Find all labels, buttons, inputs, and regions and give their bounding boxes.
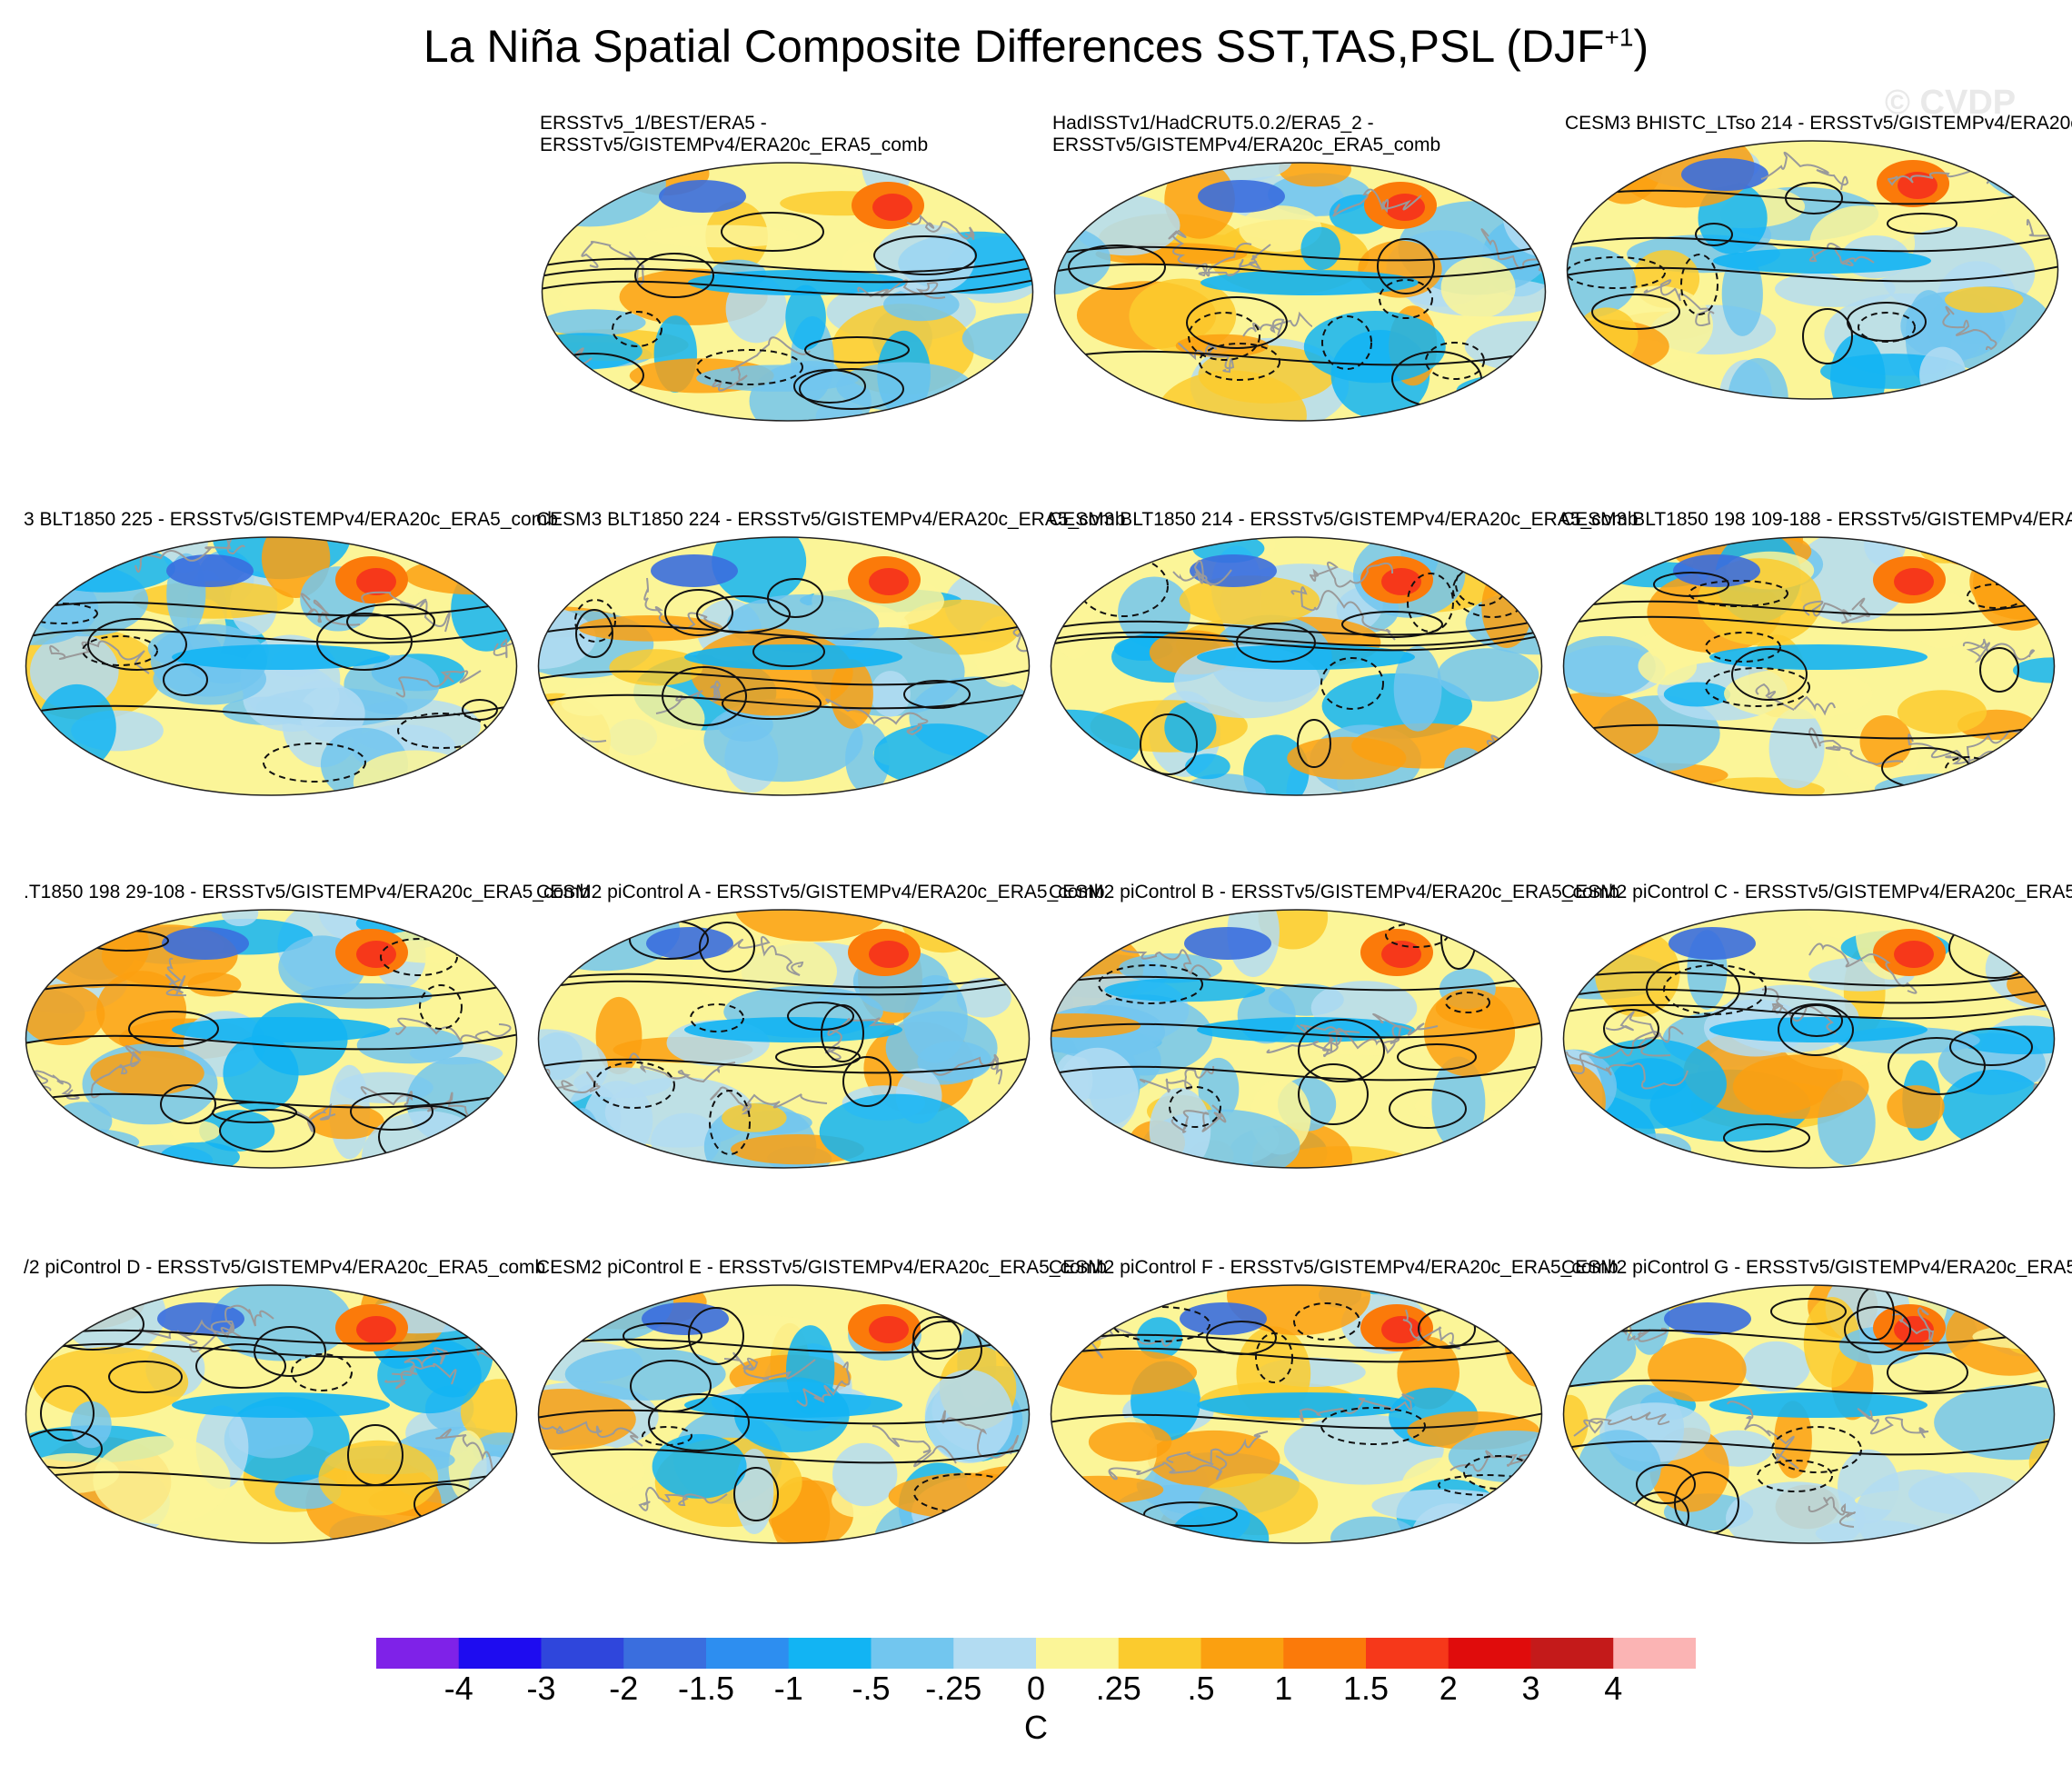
figure-title: La Niña Spatial Composite Differences SS…: [423, 21, 1649, 72]
robinson-map: [24, 534, 519, 803]
robinson-map: [536, 1282, 1031, 1551]
robinson-map: [1561, 534, 2057, 803]
map-panel: /2 piControl D - ERSSTv5/GISTEMPv4/ERA20…: [24, 1257, 546, 1571]
cvdp-watermark: © CVDP: [1885, 84, 2017, 122]
map-panel: CESM2 piControl C - ERSSTv5/GISTEMPv4/ER…: [1561, 882, 2072, 1195]
panel-title: CESM2 piControl G - ERSSTv5/GISTEMPv4/ER…: [1561, 1257, 2072, 1302]
colorbar-tick-label: -3: [526, 1670, 556, 1707]
robinson-map: [24, 907, 519, 1175]
panel-title: CESM3 BLT1850 214 - ERSSTv5/GISTEMPv4/ER…: [1049, 509, 1639, 554]
panel-title-line: CESM3 BLT1850 198 109-188 - ERSSTv5/GIST…: [1561, 509, 2072, 530]
panel-title: CESM2 piControl A - ERSSTv5/GISTEMPv4/ER…: [536, 882, 1105, 927]
panel-title-line: CESM2 piControl B - ERSSTv5/GISTEMPv4/ER…: [1049, 882, 1619, 902]
panel-title: CESM3 BLT1850 198 109-188 - ERSSTv5/GIST…: [1561, 509, 2072, 554]
robinson-map: [1561, 907, 2057, 1175]
colorbar-tick-label: -.5: [852, 1670, 891, 1707]
robinson-map: [1049, 1282, 1544, 1551]
map-panel: CESM2 piControl B - ERSSTv5/GISTEMPv4/ER…: [1049, 882, 1619, 1195]
robinson-map: [24, 1282, 519, 1551]
map-panel: .T1850 198 29-108 - ERSSTv5/GISTEMPv4/ER…: [24, 882, 591, 1195]
colorbar-swatch: [788, 1638, 872, 1669]
panel-title-line: CESM2 piControl G - ERSSTv5/GISTEMPv4/ER…: [1561, 1257, 2072, 1278]
colorbar-swatch: [1118, 1638, 1201, 1669]
panel-title-line: ERSSTv5/GISTEMPv4/ERA20c_ERA5_comb: [540, 135, 929, 155]
colorbar-swatch: [1366, 1638, 1449, 1669]
colorbar-swatch: [1200, 1638, 1284, 1669]
panel-title: CESM2 piControl C - ERSSTv5/GISTEMPv4/ER…: [1561, 882, 2072, 927]
map-panel: HadISSTv1/HadCRUT5.0.2/ERA5_2 - ERSSTv5/G…: [1052, 113, 1548, 426]
colorbar-tick-label: -1.5: [677, 1670, 735, 1707]
map-panel: CESM3 BHISTC_LTso 214 - ERSSTv5/GISTEMPv…: [1565, 113, 2072, 426]
map-panel: CESM2 piControl A - ERSSTv5/GISTEMPv4/ER…: [536, 882, 1105, 1195]
map-panel: CESM2 piControl F - ERSSTv5/GISTEMPv4/ER…: [1049, 1257, 1619, 1571]
robinson-map: [1565, 138, 2060, 406]
panel-title-line: 3 BLT1850 225 - ERSSTv5/GISTEMPv4/ERA20c…: [24, 509, 558, 530]
panel-title-line: HadISSTv1/HadCRUT5.0.2/ERA5_2 -: [1052, 113, 1374, 134]
colorbar-swatch: [541, 1638, 624, 1669]
colorbar-swatch: [706, 1638, 790, 1669]
robinson-map: [1049, 907, 1544, 1175]
colorbar-tick-label: .5: [1187, 1670, 1215, 1707]
colorbar-swatch: [458, 1638, 542, 1669]
robinson-map: [1561, 1282, 2057, 1551]
panel-title-line: CESM3 BHISTC_LTso 214 - ERSSTv5/GISTEMPv…: [1565, 113, 2072, 134]
panel-title: CESM2 piControl B - ERSSTv5/GISTEMPv4/ER…: [1049, 882, 1619, 927]
robinson-map: [540, 160, 1035, 428]
robinson-map: [1052, 160, 1548, 428]
panel-title: CESM2 piControl F - ERSSTv5/GISTEMPv4/ER…: [1049, 1257, 1619, 1302]
colorbar-tick-label: -.25: [925, 1670, 982, 1707]
colorbar-tick-label: 1.5: [1342, 1670, 1390, 1707]
panel-title-line: CESM2 piControl A - ERSSTv5/GISTEMPv4/ER…: [536, 882, 1105, 902]
panel-title: 3 BLT1850 225 - ERSSTv5/GISTEMPv4/ERA20c…: [24, 509, 558, 554]
colorbar-swatch: [376, 1638, 460, 1669]
colorbar-swatch: [1283, 1638, 1367, 1669]
panel-title-line: CESM3 BLT1850 214 - ERSSTv5/GISTEMPv4/ER…: [1049, 509, 1639, 530]
colorbar-swatch: [953, 1638, 1037, 1669]
colorbar-tick-label: 2: [1439, 1670, 1458, 1707]
colorbar-swatch: [871, 1638, 954, 1669]
panel-title-line: CESM3 BLT1850 224 - ERSSTv5/GISTEMPv4/ER…: [536, 509, 1126, 530]
map-panel: ERSSTv5_1/BEST/ERA5 - ERSSTv5/GISTEMPv4/E…: [540, 113, 1035, 426]
map-panel: CESM2 piControl E - ERSSTv5/GISTEMPv4/ER…: [536, 1257, 1107, 1571]
colorbar-tick-label: -1: [773, 1670, 803, 1707]
panel-title-line: ERSSTv5_1/BEST/ERA5 -: [540, 113, 767, 134]
panel-title: CESM3 BHISTC_LTso 214 - ERSSTv5/GISTEMPv…: [1565, 113, 2072, 158]
panel-title: CESM2 piControl E - ERSSTv5/GISTEMPv4/ER…: [536, 1257, 1107, 1302]
panel-title: ERSSTv5_1/BEST/ERA5 - ERSSTv5/GISTEMPv4/E…: [540, 113, 1035, 158]
robinson-map: [536, 534, 1031, 803]
robinson-map: [536, 907, 1031, 1175]
panel-title: /2 piControl D - ERSSTv5/GISTEMPv4/ERA20…: [24, 1257, 546, 1302]
colorbar: [376, 1638, 1696, 1669]
map-panel: CESM3 BLT1850 198 109-188 - ERSSTv5/GIST…: [1561, 509, 2072, 823]
colorbar-tick-label: 3: [1521, 1670, 1540, 1707]
map-panel: CESM2 piControl G - ERSSTv5/GISTEMPv4/ER…: [1561, 1257, 2072, 1571]
map-panel: CESM3 BLT1850 214 - ERSSTv5/GISTEMPv4/ER…: [1049, 509, 1639, 823]
panel-title-line: CESM2 piControl F - ERSSTv5/GISTEMPv4/ER…: [1049, 1257, 1619, 1278]
colorbar-tick-label: 1: [1274, 1670, 1293, 1707]
map-panel: CESM3 BLT1850 224 - ERSSTv5/GISTEMPv4/ER…: [536, 509, 1126, 823]
colorbar-swatch: [623, 1638, 707, 1669]
panel-title-line: .T1850 198 29-108 - ERSSTv5/GISTEMPv4/ER…: [24, 882, 591, 902]
colorbar-units: C: [1024, 1709, 1048, 1746]
map-panel: 3 BLT1850 225 - ERSSTv5/GISTEMPv4/ERA20c…: [24, 509, 558, 823]
panel-title-line: CESM2 piControl E - ERSSTv5/GISTEMPv4/ER…: [536, 1257, 1107, 1278]
robinson-map: [1049, 534, 1544, 803]
panel-title-line: ERSSTv5/GISTEMPv4/ERA20c_ERA5_comb: [1052, 135, 1441, 155]
panel-title-line: CESM2 piControl C - ERSSTv5/GISTEMPv4/ER…: [1561, 882, 2072, 902]
panel-title-line: /2 piControl D - ERSSTv5/GISTEMPv4/ERA20…: [24, 1257, 546, 1278]
panel-title: CESM3 BLT1850 224 - ERSSTv5/GISTEMPv4/ER…: [536, 509, 1126, 554]
colorbar-tick-label: -4: [443, 1670, 473, 1707]
panel-title: HadISSTv1/HadCRUT5.0.2/ERA5_2 - ERSSTv5/G…: [1052, 113, 1548, 158]
colorbar-swatch: [1036, 1638, 1120, 1669]
colorbar-tick-label: .25: [1095, 1670, 1141, 1707]
colorbar-tick-label: -2: [609, 1670, 639, 1707]
colorbar-swatch: [1448, 1638, 1531, 1669]
colorbar-swatch: [1530, 1638, 1614, 1669]
panel-title: .T1850 198 29-108 - ERSSTv5/GISTEMPv4/ER…: [24, 882, 591, 927]
colorbar-tick-label: 0: [1026, 1670, 1046, 1707]
colorbar-swatch: [1613, 1638, 1696, 1669]
colorbar-tick-label: 4: [1604, 1670, 1623, 1707]
